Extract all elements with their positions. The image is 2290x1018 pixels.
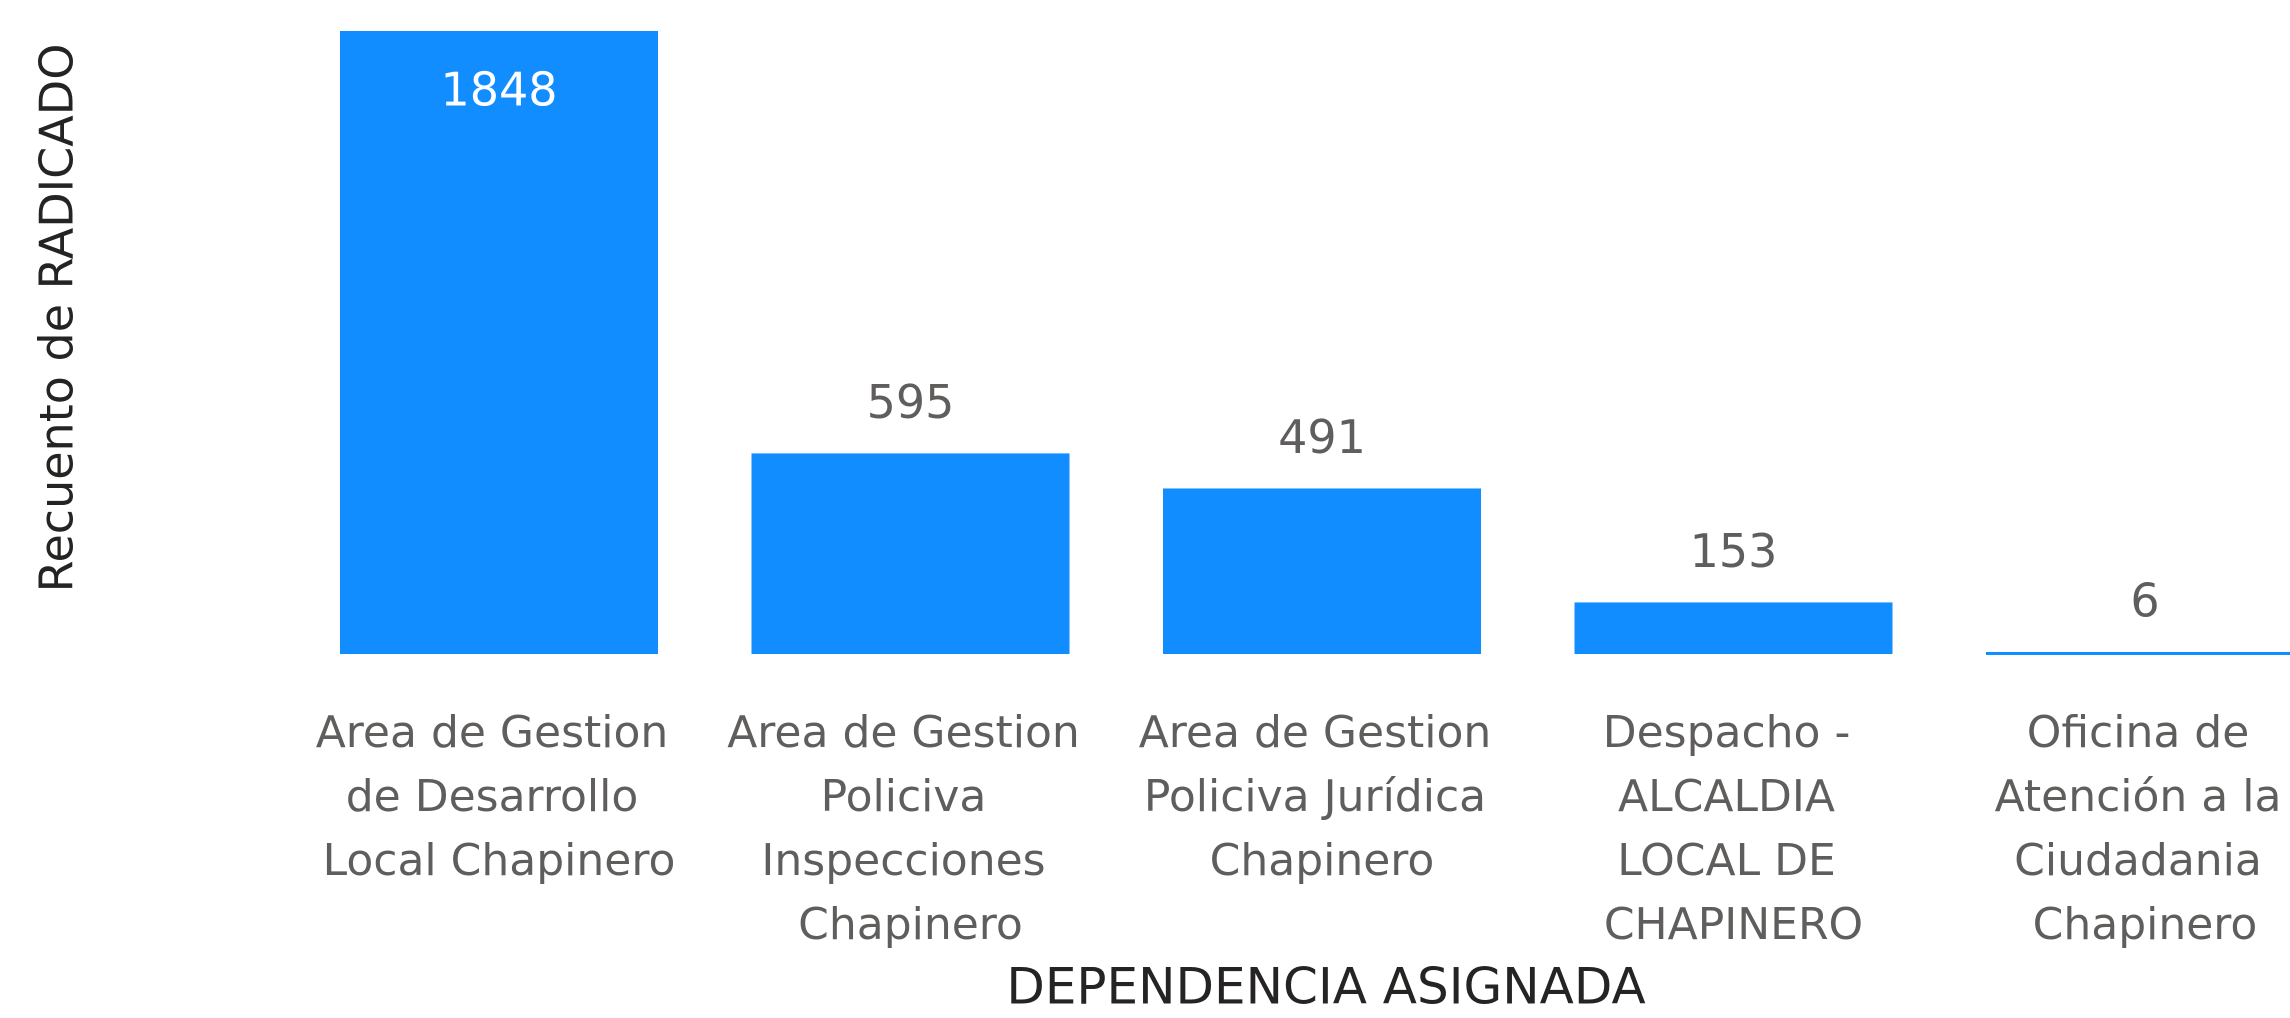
data-label: 491 — [1278, 410, 1366, 464]
y-axis-title: Recuento de RADICADO — [30, 44, 84, 593]
data-label: 153 — [1690, 524, 1778, 578]
data-label: 6 — [2130, 573, 2159, 627]
bar — [751, 453, 1070, 654]
bar — [1986, 651, 2290, 655]
bar — [1574, 602, 1893, 654]
x-tick-label: Despacho - ALCALDIA LOCAL DE CHAPINERO — [1603, 707, 1865, 950]
x-tick-label: Area de Gestion Policiva Jurídica Chapin… — [1139, 707, 1506, 886]
x-axis-title: DEPENDENCIA ASIGNADA — [1006, 958, 1645, 1016]
x-tick-label: Area de Gestion Policiva Inspecciones Ch… — [727, 707, 1094, 950]
x-tick-label: Oficina de Atención a la Ciudadania Chap… — [1995, 707, 2290, 950]
x-tick-label: Area de Gestion de Desarrollo Local Chap… — [316, 707, 683, 886]
bar — [1163, 488, 1481, 654]
data-label: 595 — [867, 375, 955, 429]
data-label: 1848 — [440, 63, 557, 117]
bar — [340, 31, 658, 654]
